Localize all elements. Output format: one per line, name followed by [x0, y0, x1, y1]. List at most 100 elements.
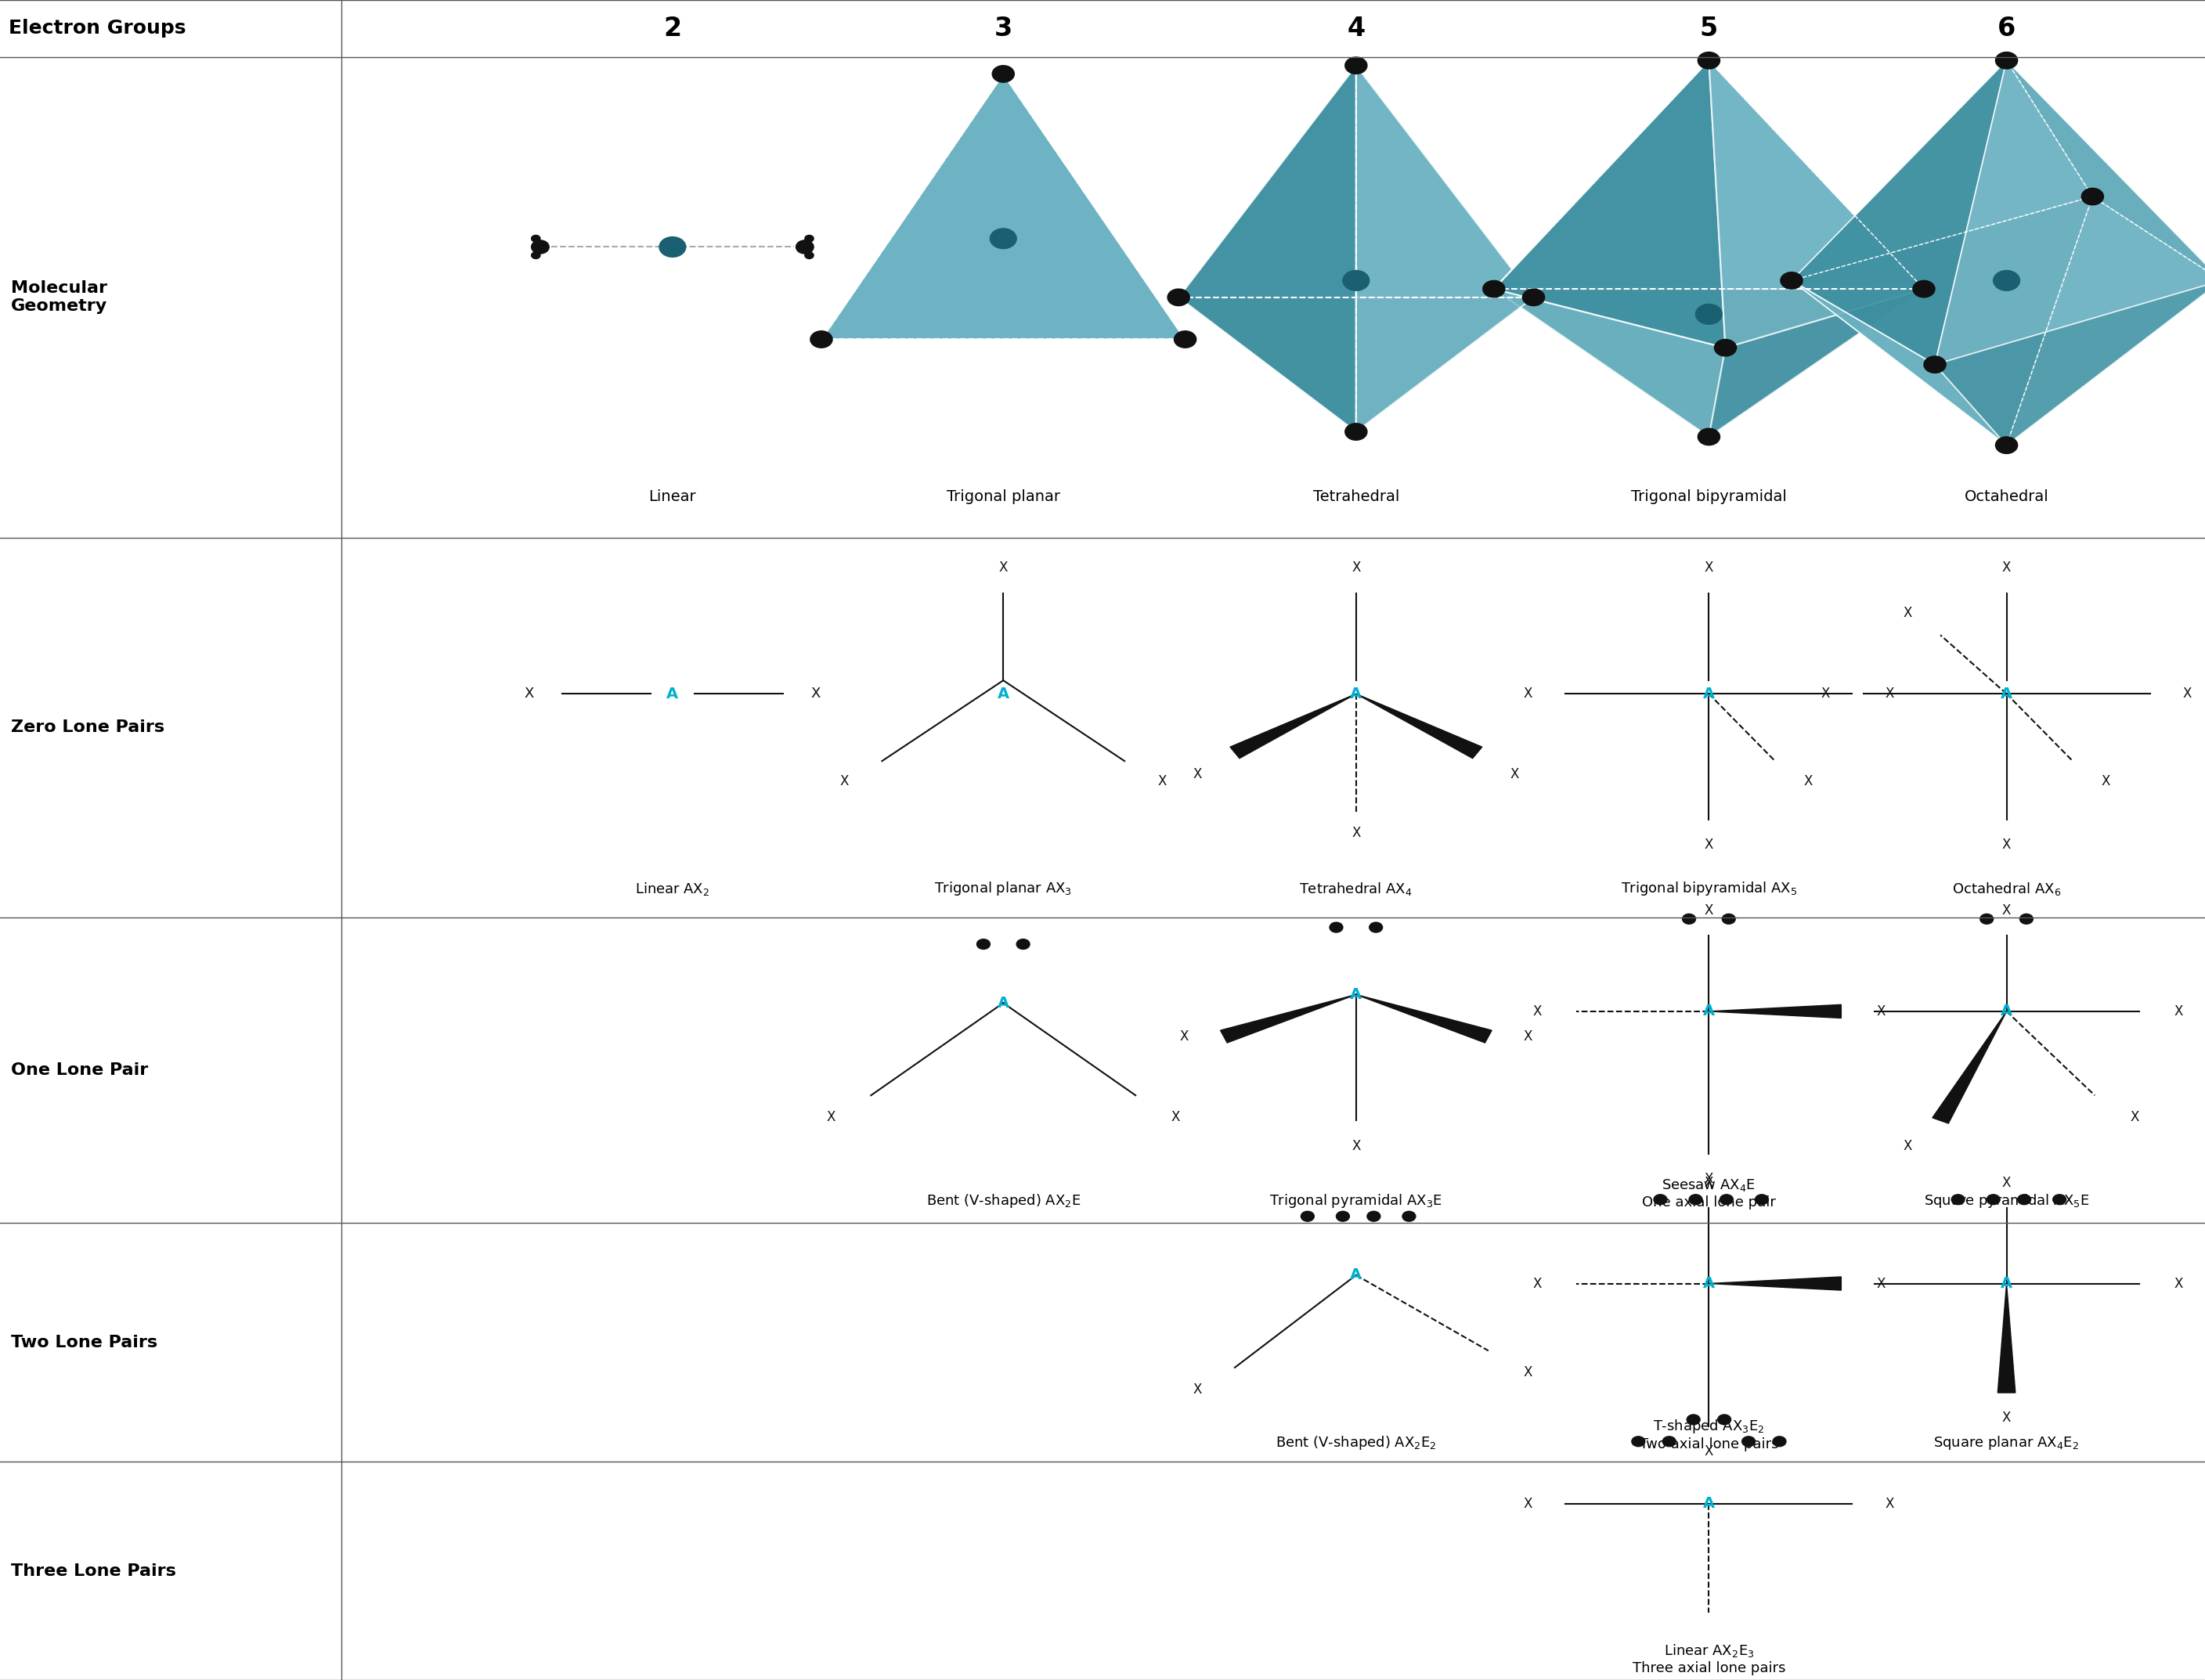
Circle shape	[1336, 1211, 1349, 1221]
Text: Zero Lone Pairs: Zero Lone Pairs	[11, 719, 165, 736]
Polygon shape	[1177, 66, 1535, 297]
Text: 2: 2	[664, 15, 681, 42]
Text: X: X	[1171, 1110, 1180, 1124]
Polygon shape	[1936, 60, 2205, 365]
Text: 3: 3	[994, 15, 1012, 42]
Polygon shape	[1790, 60, 2007, 365]
Text: X: X	[1903, 1139, 1912, 1152]
Text: A: A	[1702, 687, 1715, 701]
Text: X: X	[2183, 687, 2192, 701]
Text: A: A	[2000, 1277, 2013, 1290]
Text: A: A	[1702, 1277, 1715, 1290]
Polygon shape	[2007, 197, 2205, 445]
Text: Bent (V-shaped) AX$_2$E: Bent (V-shaped) AX$_2$E	[926, 1193, 1080, 1210]
Circle shape	[1993, 270, 2020, 291]
Polygon shape	[1356, 66, 1535, 432]
Polygon shape	[1709, 1005, 1841, 1018]
Circle shape	[805, 252, 814, 259]
Circle shape	[1682, 914, 1696, 924]
Circle shape	[1914, 281, 1936, 297]
Polygon shape	[1495, 60, 1724, 348]
Text: A: A	[2000, 687, 2013, 701]
Text: X: X	[1704, 561, 1713, 575]
Circle shape	[1689, 1194, 1702, 1205]
Polygon shape	[1356, 694, 1482, 758]
Circle shape	[1521, 289, 1544, 306]
Circle shape	[1369, 922, 1383, 932]
Text: X: X	[999, 561, 1008, 575]
Text: Trigonal planar: Trigonal planar	[946, 489, 1061, 504]
Circle shape	[1715, 339, 1738, 356]
Text: 4: 4	[1347, 15, 1365, 42]
Circle shape	[1017, 939, 1030, 949]
Text: One Lone Pair: One Lone Pair	[11, 1062, 148, 1079]
Circle shape	[1718, 1415, 1731, 1425]
Text: X: X	[1524, 687, 1532, 701]
Circle shape	[1402, 1211, 1416, 1221]
Text: Linear AX$_2$: Linear AX$_2$	[635, 880, 710, 897]
Text: Tetrahedral: Tetrahedral	[1312, 489, 1400, 504]
Text: X: X	[1830, 1005, 1839, 1018]
Text: A: A	[666, 687, 679, 701]
Circle shape	[1696, 304, 1722, 324]
Polygon shape	[1998, 1284, 2015, 1393]
Text: Trigonal bipyramidal: Trigonal bipyramidal	[1632, 489, 1786, 504]
Polygon shape	[1495, 289, 1923, 437]
Polygon shape	[1790, 281, 2007, 445]
Text: Trigonal planar AX$_3$: Trigonal planar AX$_3$	[935, 880, 1072, 897]
Circle shape	[1698, 428, 1720, 445]
Text: X: X	[1532, 1277, 1541, 1290]
Polygon shape	[1709, 60, 1923, 348]
Polygon shape	[1709, 289, 1923, 437]
Text: A: A	[1349, 988, 1363, 1001]
Text: Two Lone Pairs: Two Lone Pairs	[11, 1334, 157, 1351]
Circle shape	[1773, 1436, 1786, 1446]
Circle shape	[1951, 1194, 1965, 1205]
Text: X: X	[1158, 774, 1166, 788]
Polygon shape	[1709, 1277, 1841, 1290]
Circle shape	[1996, 437, 2018, 454]
Circle shape	[1173, 331, 1195, 348]
Text: X: X	[2002, 904, 2011, 917]
Text: Tetrahedral AX$_4$: Tetrahedral AX$_4$	[1299, 880, 1413, 897]
Text: X: X	[811, 687, 820, 701]
Circle shape	[531, 240, 549, 254]
Circle shape	[992, 66, 1014, 82]
Text: X: X	[1704, 904, 1713, 917]
Text: Octahedral AX$_6$: Octahedral AX$_6$	[1951, 880, 2062, 897]
Text: Molecular
Geometry: Molecular Geometry	[11, 281, 108, 314]
Text: Bent (V-shaped) AX$_2$E$_2$: Bent (V-shaped) AX$_2$E$_2$	[1277, 1435, 1435, 1452]
Text: X: X	[1352, 1139, 1360, 1152]
Text: X: X	[840, 774, 849, 788]
Text: X: X	[1876, 1005, 1885, 1018]
Text: X: X	[1352, 827, 1360, 840]
Text: X: X	[1193, 768, 1202, 781]
Text: X: X	[1524, 1497, 1532, 1510]
Text: X: X	[2002, 1411, 2011, 1425]
Text: X: X	[827, 1110, 836, 1124]
Circle shape	[2020, 914, 2033, 924]
Text: A: A	[1349, 1268, 1363, 1282]
Text: Linear AX$_2$E$_3$
Three axial lone pairs: Linear AX$_2$E$_3$ Three axial lone pair…	[1632, 1643, 1786, 1675]
Text: T-shaped AX$_3$E$_2$
Two axial lone pairs: T-shaped AX$_3$E$_2$ Two axial lone pair…	[1638, 1418, 1779, 1452]
Polygon shape	[1932, 1011, 2007, 1124]
Text: X: X	[2174, 1005, 2183, 1018]
Circle shape	[1987, 1194, 2000, 1205]
Text: Three Lone Pairs: Three Lone Pairs	[11, 1562, 176, 1579]
Circle shape	[1663, 1436, 1676, 1446]
Text: X: X	[1352, 561, 1360, 575]
Circle shape	[1169, 289, 1191, 306]
Polygon shape	[1177, 297, 1535, 432]
Circle shape	[811, 331, 833, 348]
Text: X: X	[1704, 838, 1713, 852]
Polygon shape	[1177, 66, 1356, 432]
Polygon shape	[1936, 281, 2205, 445]
Text: X: X	[1704, 1445, 1713, 1458]
Text: A: A	[1702, 1005, 1715, 1018]
Circle shape	[990, 228, 1017, 249]
Circle shape	[1482, 281, 1504, 297]
Polygon shape	[1356, 995, 1493, 1043]
Text: X: X	[1704, 1176, 1713, 1189]
Text: Octahedral: Octahedral	[1965, 489, 2048, 504]
Text: X: X	[1804, 774, 1813, 788]
